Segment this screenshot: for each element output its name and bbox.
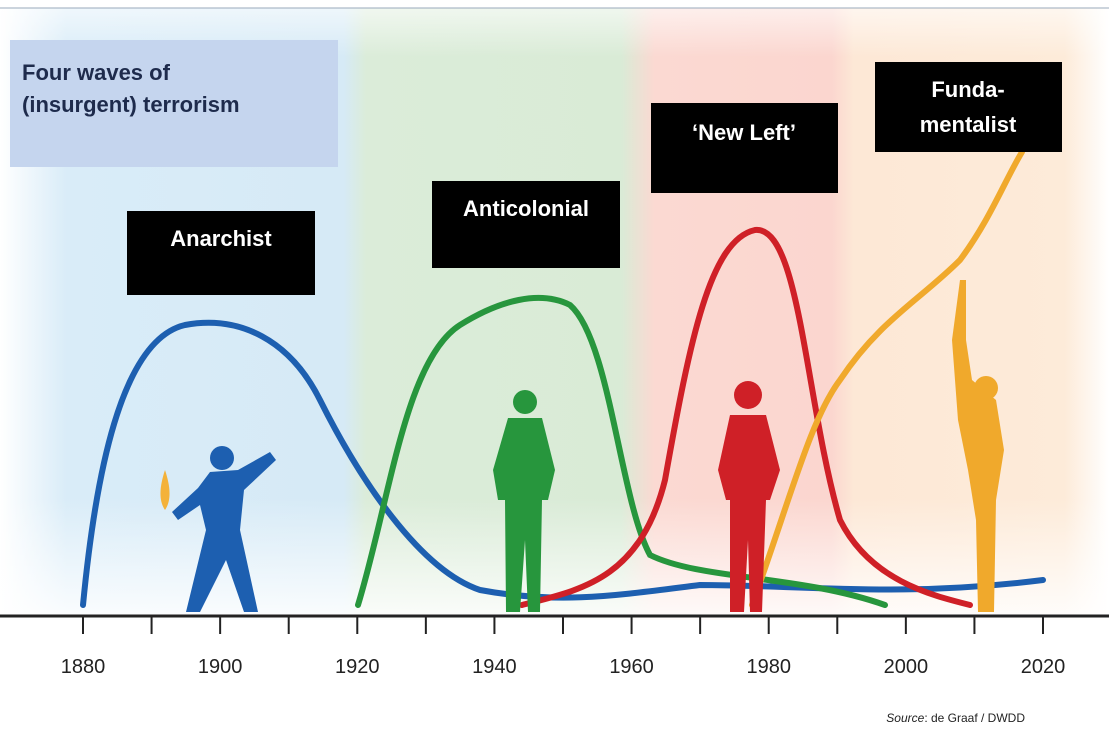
wave-label-line: ‘New Left’: [692, 120, 796, 145]
tick-label: 1900: [198, 656, 243, 678]
wave-label-box: [127, 211, 315, 295]
tick-label: 1880: [61, 656, 106, 678]
wave-label: Anarchist: [170, 226, 272, 251]
source-text: : de Graaf / DWDD: [924, 711, 1025, 725]
title-line: (insurgent) terrorism: [22, 92, 240, 117]
title-line: Four waves of: [22, 60, 171, 85]
source-label: Source: [886, 711, 924, 725]
wave-label: ‘New Left’: [692, 120, 796, 145]
wave-label: Anticolonial: [463, 196, 589, 221]
wave-label-box: [651, 103, 838, 193]
x-axis-ticks: 1880 1900 1920 1940 1960 1980 2000 2020: [61, 616, 1066, 678]
wave-label-line: Anticolonial: [463, 196, 589, 221]
tick-label: 1960: [609, 656, 654, 678]
tick-label: 2000: [884, 656, 929, 678]
wave-label-line: mentalist: [920, 112, 1017, 137]
tick-label: 2020: [1021, 656, 1066, 678]
wave-label-box: [875, 62, 1062, 152]
wave-label-line: Funda-: [931, 77, 1004, 102]
tick-label: 1940: [472, 656, 517, 678]
wave-label-box: [432, 181, 620, 268]
diagram: Four waves of (insurgent) terrorism Anar…: [0, 0, 1109, 743]
source: Source: de Graaf / DWDD: [886, 711, 1025, 725]
wave-label-line: Anarchist: [170, 226, 272, 251]
tick-label: 1980: [746, 656, 791, 678]
tick-label: 1920: [335, 656, 380, 678]
